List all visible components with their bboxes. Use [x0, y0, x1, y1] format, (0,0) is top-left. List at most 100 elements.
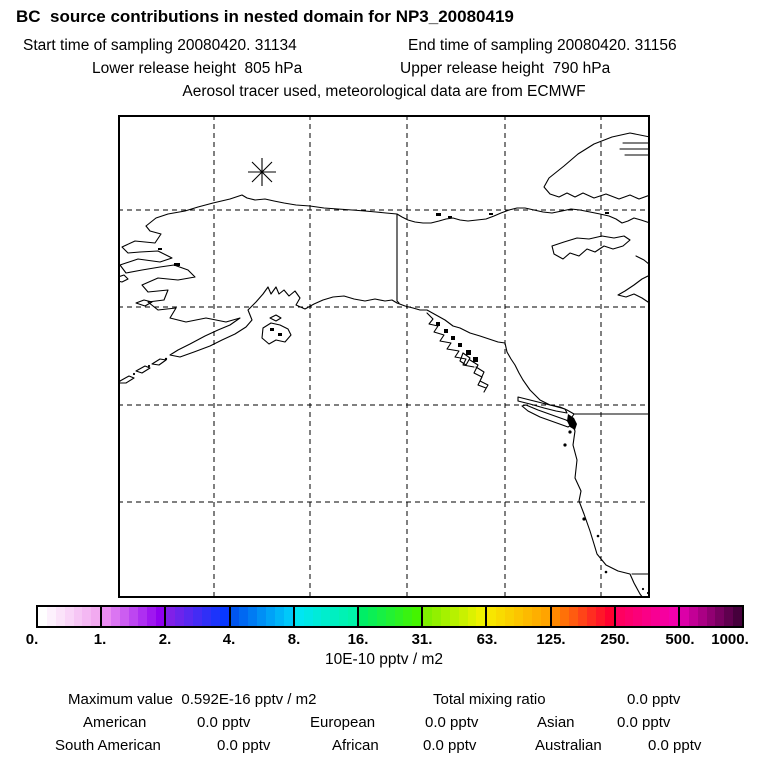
left-edge-island-fragment — [117, 274, 129, 283]
nunivak-island — [135, 299, 153, 307]
tracer-info-text: Aerosol tracer used, meteorological data… — [182, 83, 586, 100]
colorbar-cell — [458, 607, 468, 626]
colorbar-cell — [733, 607, 743, 626]
colorbar-segment — [230, 607, 295, 626]
aleutian-islands — [118, 358, 167, 384]
african-label: African — [332, 737, 379, 754]
african-value: 0.0 pptv — [423, 737, 477, 754]
colorbar-cell — [128, 607, 138, 626]
maximum-value-text: Maximum value 0.592E-16 pptv / m2 — [68, 691, 317, 708]
end-time-text: End time of sampling 20080420. 31156 — [408, 37, 677, 54]
colorbar-unit-label: 10E-10 pptv / m2 — [324, 651, 444, 668]
colorbar-cell — [321, 607, 331, 626]
colorbar-cell — [184, 607, 194, 626]
haida-gwaii — [517, 396, 568, 414]
colorbar-tick: 250. — [600, 631, 630, 648]
colorbar-cell — [403, 607, 413, 626]
colorbar-tick: 125. — [536, 631, 566, 648]
colorbar-cell — [551, 607, 561, 626]
colorbar-cell — [239, 607, 249, 626]
colorbar-cell — [137, 607, 147, 626]
colorbar-cell — [476, 607, 486, 626]
colorbar-cell — [513, 607, 523, 626]
colorbar-cell — [697, 607, 707, 626]
colorbar-cell — [487, 607, 497, 626]
map-frame-border — [118, 115, 650, 598]
colorbar-cell — [423, 607, 433, 626]
colorbar-cell — [412, 607, 422, 626]
colorbar-segment — [423, 607, 488, 626]
colorbar-tick: 31. — [411, 631, 433, 648]
colorbar-cell — [248, 607, 258, 626]
colorbar-segment — [487, 607, 552, 626]
colorbar-cell — [166, 607, 176, 626]
colorbar-cell — [604, 607, 614, 626]
afognak-island — [269, 314, 282, 322]
colorbar-cell — [193, 607, 202, 626]
colorbar-tick: 1000. — [711, 631, 749, 648]
colorbar-cell — [330, 607, 340, 626]
colorbar-cell — [633, 607, 643, 626]
colorbar-cell — [55, 607, 65, 626]
map-panel — [117, 115, 651, 599]
vancouver-island — [521, 404, 574, 428]
colorbar-cell — [275, 607, 284, 626]
colorbar-cell — [175, 607, 185, 626]
kodiak-island — [261, 322, 292, 345]
south-american-label: South American — [55, 737, 161, 754]
graticule-grid — [118, 115, 650, 598]
colorbar-cell — [467, 607, 477, 626]
colorbar-cell — [111, 607, 120, 626]
colorbar-cell — [624, 607, 634, 626]
colorbar-cell — [679, 607, 689, 626]
colorbar-cell — [394, 607, 404, 626]
colorbar-cell — [432, 607, 441, 626]
american-label: American — [83, 714, 147, 731]
colorbar-cell — [266, 607, 276, 626]
colorbar-tick: 500. — [665, 631, 695, 648]
colorbar-cell — [522, 607, 532, 626]
colorbar-cell — [64, 607, 74, 626]
australian-value: 0.0 pptv — [648, 737, 702, 754]
coastal-fill-marks — [132, 212, 650, 595]
colorbar-cell — [578, 607, 588, 626]
australian-label: Australian — [535, 737, 602, 754]
colorbar-segments — [38, 607, 743, 626]
colorbar-tick: 0. — [25, 631, 39, 648]
colorbar-cell — [303, 607, 313, 626]
colorbar-segment — [551, 607, 616, 626]
colorbar-cell — [146, 607, 156, 626]
colorbar-cell — [348, 607, 357, 626]
colorbar-cell — [660, 607, 670, 626]
border-141w-line — [396, 213, 400, 304]
colorbar-cell — [312, 607, 322, 626]
right-edge-coast-fragments — [617, 255, 651, 303]
colorbar-tick: 16. — [347, 631, 369, 648]
victoria-island — [551, 235, 631, 260]
colorbar-cell — [715, 607, 725, 626]
colorbar-cell — [102, 607, 112, 626]
colorbar-cell — [560, 607, 570, 626]
colorbar-cell — [91, 607, 101, 626]
colorbar-cell — [531, 607, 541, 626]
colorbar-tick: 8. — [287, 631, 301, 648]
colorbar-cell — [210, 607, 220, 626]
colorbar — [36, 605, 744, 628]
colorbar-cell — [155, 607, 165, 626]
colorbar-tick: 1. — [93, 631, 107, 648]
colorbar-cell — [595, 607, 605, 626]
colorbar-cell — [82, 607, 92, 626]
colorbar-cell — [651, 607, 661, 626]
colorbar-ticks: 0. 1. 2. 4. 8. 16. 31. 63. 125. 250. 500… — [0, 631, 768, 649]
colorbar-segment — [166, 607, 231, 626]
colorbar-cell — [706, 607, 716, 626]
page-title: BC source contributions in nested domain… — [16, 7, 514, 26]
colorbar-cell — [449, 607, 459, 626]
colorbar-cell — [440, 607, 450, 626]
alexander-archipelago — [426, 312, 475, 368]
colorbar-segment — [38, 607, 103, 626]
colorbar-cell — [339, 607, 349, 626]
colorbar-cell — [505, 607, 514, 626]
colorbar-segment — [679, 607, 743, 626]
